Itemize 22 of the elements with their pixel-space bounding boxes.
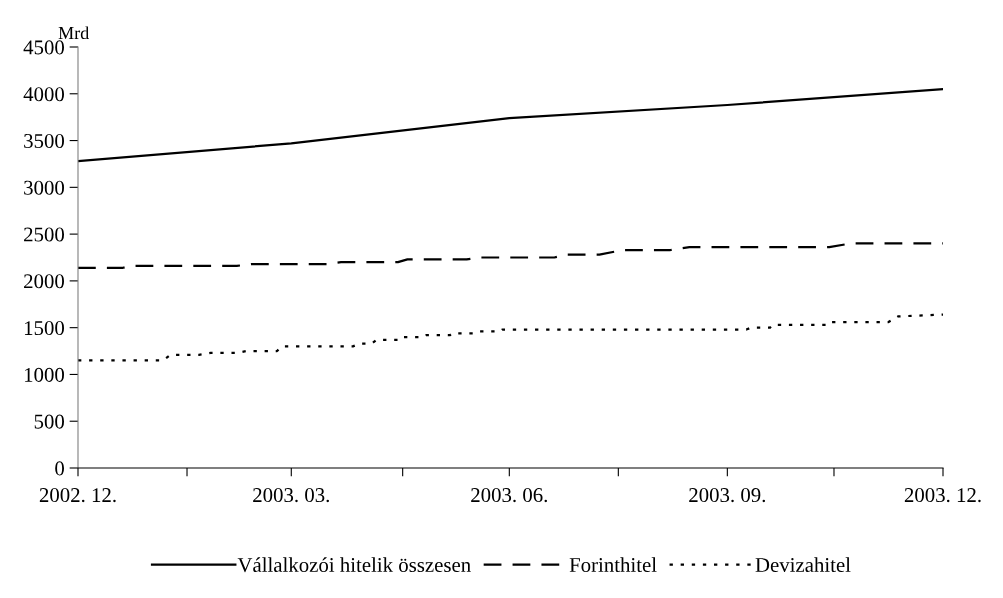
x-tick-label: 2003. 12.: [904, 488, 981, 503]
y-tick-label: 3500: [24, 133, 65, 148]
y-tick-label: 4500: [23, 40, 65, 55]
y-axis-title: Mrd: [58, 26, 89, 40]
y-tick-label: 3000: [24, 180, 65, 195]
legend-label: Forinthitel: [569, 557, 657, 573]
line-series: [78, 313, 943, 362]
legend-label: Devizahitel: [755, 557, 851, 573]
y-tick-label: 2500: [24, 227, 65, 242]
y-tick-label: 0: [55, 461, 65, 476]
x-tick-label: 2003. 03.: [253, 488, 329, 503]
line-series: [78, 87, 943, 163]
x-tick-label: 2003. 06.: [471, 488, 547, 503]
y-tick-label: 1000: [24, 367, 65, 382]
y-tick-label: 500: [34, 414, 65, 429]
x-tick-label: 2003. 09.: [689, 488, 766, 503]
y-tick-label: 4000: [23, 87, 65, 102]
legend-label: Vállalkozói hitelik összesen: [237, 557, 471, 573]
line-series: [78, 242, 943, 269]
y-tick-label: 1500: [24, 321, 65, 336]
y-tick-label: 2000: [24, 274, 65, 289]
x-tick-label: 2002. 12.: [39, 488, 116, 503]
